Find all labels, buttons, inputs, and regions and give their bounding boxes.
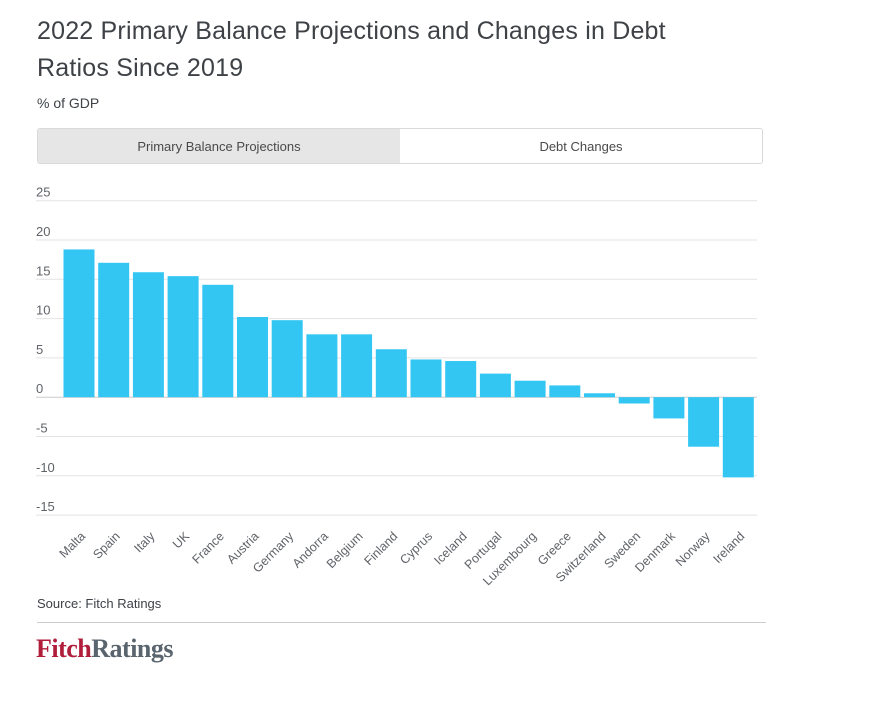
x-category-label: UK <box>170 529 193 552</box>
chart-tab-bar: Primary Balance Projections Debt Changes <box>37 128 763 164</box>
x-category-label: Spain <box>90 529 123 562</box>
y-tick-label: 10 <box>36 303 50 318</box>
bar-norway[interactable] <box>688 397 720 447</box>
x-category-label: Norway <box>673 529 713 569</box>
bar-luxembourg[interactable] <box>514 380 546 398</box>
bar-belgium[interactable] <box>341 334 373 398</box>
bar-uk[interactable] <box>167 276 199 398</box>
footer-divider <box>37 622 766 623</box>
bar-germany[interactable] <box>271 320 303 398</box>
x-category-label: Andorra <box>290 529 331 570</box>
y-tick-label: 0 <box>36 381 43 396</box>
x-category-label: Malta <box>57 529 89 561</box>
x-category-label: Italy <box>131 529 158 556</box>
logo-ratings-wordpart: Ratings <box>91 634 174 663</box>
bar-sweden[interactable] <box>618 397 650 404</box>
bar-denmark[interactable] <box>653 397 685 419</box>
bar-spain[interactable] <box>98 262 130 398</box>
bar-andorra[interactable] <box>306 334 338 398</box>
y-tick-label: 15 <box>36 263 50 278</box>
y-tick-label: 25 <box>36 185 50 200</box>
y-tick-label: -10 <box>36 460 55 475</box>
bar-portugal[interactable] <box>479 373 511 398</box>
x-category-label: Belgium <box>324 529 366 571</box>
x-category-label: Ireland <box>710 529 747 566</box>
bar-switzerland[interactable] <box>584 393 615 398</box>
tab-debt-changes[interactable]: Debt Changes <box>400 129 762 163</box>
axis-unit-label: % of GDP <box>37 95 100 111</box>
bar-malta[interactable] <box>63 249 95 398</box>
bar-iceland[interactable] <box>445 361 477 398</box>
page-title: 2022 Primary Balance Projections and Cha… <box>37 17 666 82</box>
logo-fitch-wordpart: Fitch <box>36 634 92 663</box>
bar-finland[interactable] <box>375 349 407 398</box>
bar-austria[interactable] <box>237 317 268 398</box>
bar-cyprus[interactable] <box>410 359 442 398</box>
y-tick-label: 5 <box>36 342 43 357</box>
y-tick-label: -5 <box>36 421 48 436</box>
y-tick-label: 20 <box>36 224 50 239</box>
tab-primary-balance-projections[interactable]: Primary Balance Projections <box>38 129 400 163</box>
bar-france[interactable] <box>202 284 234 398</box>
x-category-label: France <box>190 529 227 566</box>
bar-ireland[interactable] <box>722 397 754 478</box>
x-category-label: Finland <box>362 529 401 568</box>
y-tick-label: -15 <box>36 499 55 514</box>
bar-italy[interactable] <box>132 272 164 398</box>
bar-greece[interactable] <box>549 385 581 398</box>
fitch-ratings-logo: FitchRatings <box>36 634 174 664</box>
x-category-label: Cyprus <box>397 529 435 567</box>
source-note: Source: Fitch Ratings <box>37 596 162 611</box>
